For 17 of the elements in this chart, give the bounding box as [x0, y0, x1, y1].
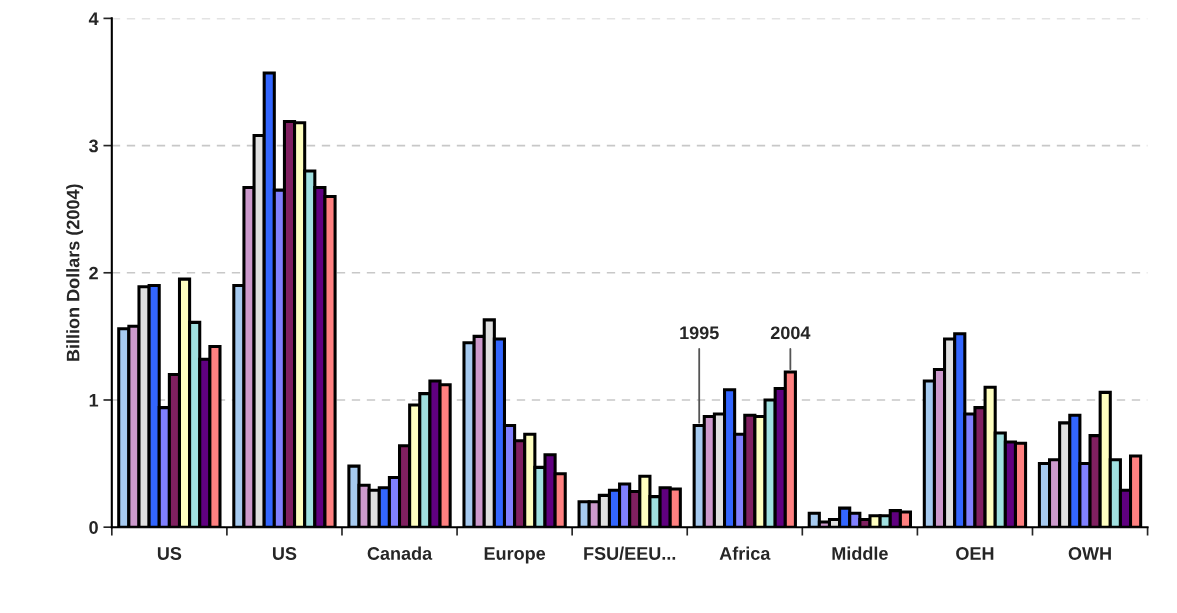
y-tick-label: 3: [88, 139, 98, 153]
x-tick-label: Canada: [367, 546, 433, 560]
x-tick-label: FSU/EEU...: [584, 546, 676, 561]
y-tick-label: 0: [89, 521, 98, 534]
y-tick-label: 2: [89, 266, 98, 280]
x-tick-label: Africa: [719, 546, 771, 560]
x-tick-label: OWH: [1068, 547, 1111, 560]
y-tick-label: 4: [88, 12, 99, 25]
x-tick-label: US: [157, 547, 182, 560]
annotation: 2004: [770, 326, 811, 340]
annotation: 1995: [680, 326, 719, 340]
y-axis-title: Billion Dollars (2004): [66, 184, 84, 361]
x-tick-label: Middle: [832, 546, 888, 560]
y-tick-label: 1: [89, 394, 99, 407]
x-tick-label: Europe: [484, 547, 546, 564]
x-tick-label: OEH: [956, 547, 994, 560]
x-tick-label: US: [272, 547, 297, 560]
